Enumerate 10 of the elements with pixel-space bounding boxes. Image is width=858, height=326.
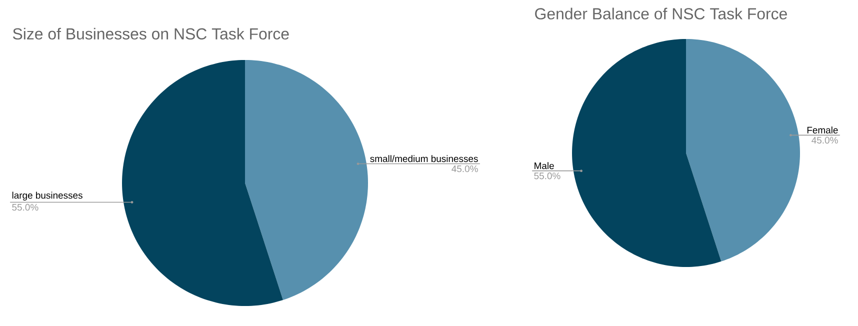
slice-label: Male bbox=[534, 162, 554, 170]
slice-label: small/medium businesses bbox=[370, 155, 478, 162]
slice-label: large businesses bbox=[12, 192, 82, 201]
data-label: 55.0% bbox=[534, 172, 560, 180]
slice-label: Female bbox=[807, 126, 838, 134]
chart-title: Size of Businesses on NSC Task Force bbox=[12, 28, 289, 40]
data-label: 55.0% bbox=[12, 204, 38, 211]
data-label: 45.0% bbox=[452, 165, 478, 172]
data-label: 45.0% bbox=[812, 136, 838, 144]
chart-title: Gender Balance of NSC Task Force bbox=[535, 8, 787, 20]
